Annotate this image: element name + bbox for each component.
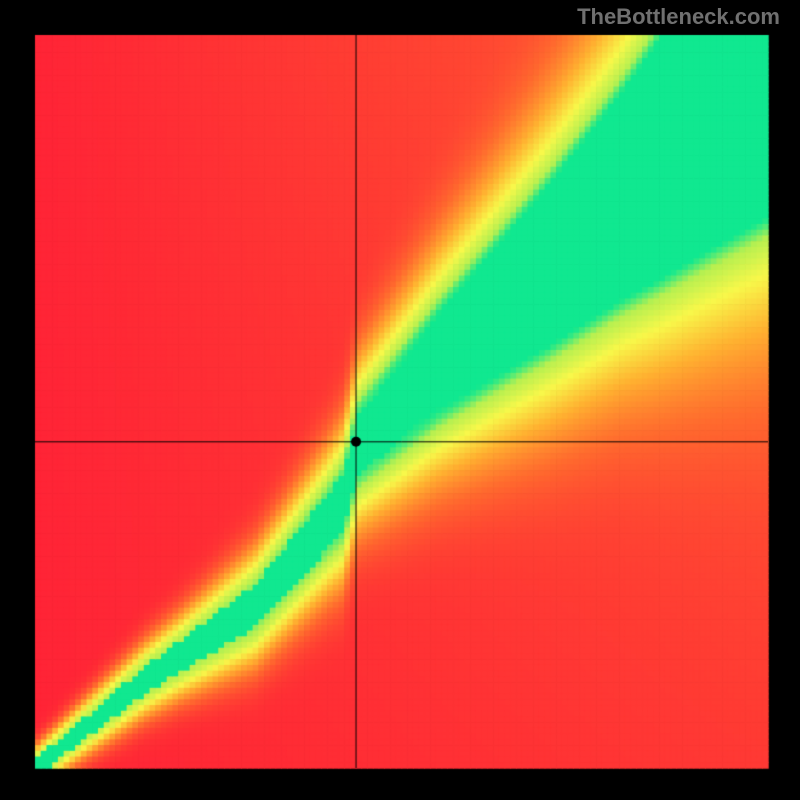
watermark-text: TheBottleneck.com bbox=[577, 4, 780, 30]
heatmap-canvas bbox=[0, 0, 800, 800]
chart-container: TheBottleneck.com bbox=[0, 0, 800, 800]
